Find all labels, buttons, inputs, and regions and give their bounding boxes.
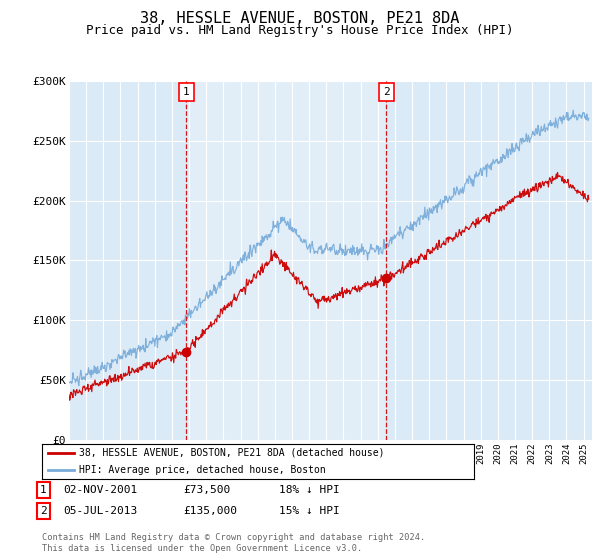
Text: 1: 1 [40,485,47,495]
Text: Contains HM Land Registry data © Crown copyright and database right 2024.
This d: Contains HM Land Registry data © Crown c… [42,533,425,553]
Text: £73,500: £73,500 [183,485,230,495]
Text: 2: 2 [383,87,390,97]
Text: 38, HESSLE AVENUE, BOSTON, PE21 8DA (detached house): 38, HESSLE AVENUE, BOSTON, PE21 8DA (det… [79,448,384,458]
Text: 38, HESSLE AVENUE, BOSTON, PE21 8DA: 38, HESSLE AVENUE, BOSTON, PE21 8DA [140,11,460,26]
Text: 2: 2 [40,506,47,516]
Text: 02-NOV-2001: 02-NOV-2001 [63,485,137,495]
Text: Price paid vs. HM Land Registry's House Price Index (HPI): Price paid vs. HM Land Registry's House … [86,24,514,37]
Text: 15% ↓ HPI: 15% ↓ HPI [279,506,340,516]
Text: 1: 1 [183,87,190,97]
Bar [187,81,386,440]
Text: HPI: Average price, detached house, Boston: HPI: Average price, detached house, Bost… [79,465,325,475]
Text: £135,000: £135,000 [183,506,237,516]
Text: 05-JUL-2013: 05-JUL-2013 [63,506,137,516]
Text: 18% ↓ HPI: 18% ↓ HPI [279,485,340,495]
